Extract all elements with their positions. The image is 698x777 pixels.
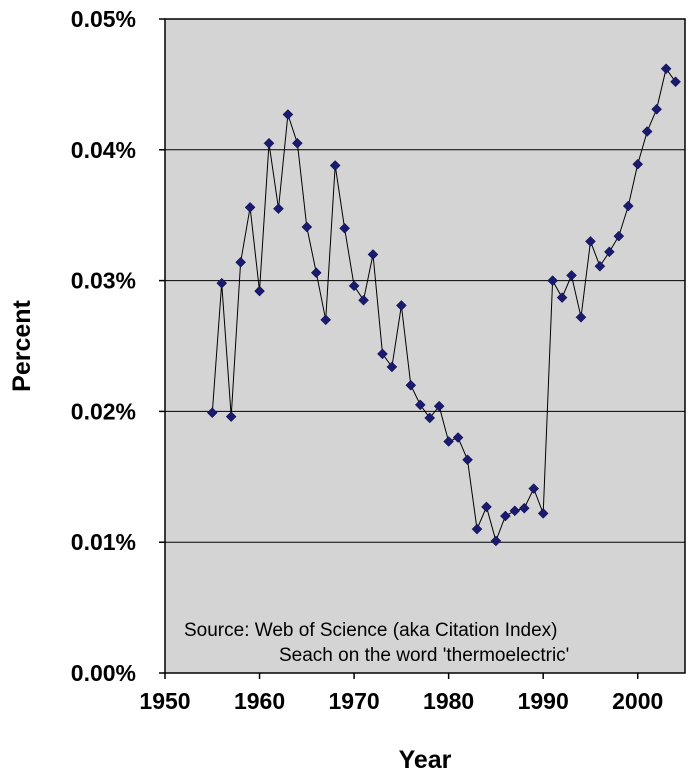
- x-tick-label: 1950: [139, 688, 190, 714]
- data-point: [396, 300, 407, 311]
- data-point: [329, 160, 341, 171]
- data-point: [263, 137, 275, 149]
- data-point: [490, 535, 502, 547]
- data-point: [575, 311, 587, 323]
- data-point: [500, 510, 511, 522]
- data-point: [537, 508, 549, 519]
- data-point: [414, 399, 426, 411]
- data-point: [452, 432, 464, 443]
- data-point: [556, 292, 568, 303]
- data-point: [367, 249, 379, 260]
- data-point: [216, 277, 228, 289]
- data-point: [348, 280, 360, 292]
- data-point: [310, 267, 322, 279]
- data-point: [273, 203, 284, 215]
- annotation-line-1: Source: Web of Science (aka Citation Ind…: [184, 620, 558, 641]
- series-markers: [206, 63, 681, 547]
- data-point: [225, 411, 237, 422]
- y-tick-label: 0.04%: [71, 137, 136, 163]
- data-point: [339, 222, 350, 234]
- data-point: [632, 158, 644, 170]
- data-point: [358, 294, 369, 306]
- data-point: [528, 483, 540, 494]
- data-point: [566, 270, 577, 281]
- data-point: [651, 103, 662, 115]
- data-point: [585, 236, 596, 247]
- data-point: [509, 505, 521, 517]
- data-point: [433, 400, 445, 412]
- x-tick-label: 1980: [423, 688, 474, 714]
- y-tick-label: 0.02%: [71, 398, 136, 424]
- series-line: [211, 67, 676, 543]
- data-point: [670, 76, 681, 88]
- data-point: [405, 379, 417, 391]
- data-point: [254, 285, 265, 297]
- data-point: [641, 126, 653, 137]
- y-tick-label: 0.05%: [71, 6, 136, 32]
- data-point: [594, 260, 606, 272]
- x-tick-label: 1960: [234, 688, 285, 714]
- x-tick-label: 2000: [612, 688, 663, 714]
- data-point: [613, 230, 625, 242]
- data-point: [377, 348, 388, 360]
- data-point: [282, 109, 294, 120]
- data-point: [320, 314, 332, 326]
- data-point: [481, 501, 492, 513]
- data-point: [518, 502, 530, 514]
- y-axis-ticks: 0.00% 0.01% 0.02% 0.03% 0.04% 0.05%: [71, 6, 165, 686]
- data-point: [301, 221, 313, 233]
- x-axis-ticks: 1950 1960 1970 1980 1990 2000: [139, 673, 663, 714]
- data-point: [462, 454, 473, 466]
- y-tick-label: 0.00%: [71, 660, 136, 686]
- y-axis-title: Percent: [8, 299, 36, 391]
- y-tick-label: 0.03%: [71, 268, 136, 294]
- x-tick-label: 1970: [329, 688, 380, 714]
- x-tick-label: 1990: [518, 688, 569, 714]
- x-axis-title: Year: [399, 746, 452, 774]
- gridlines: [165, 149, 685, 543]
- data-point: [547, 275, 558, 286]
- data-point: [244, 201, 256, 213]
- data-point: [424, 412, 436, 424]
- data-point: [443, 436, 454, 447]
- data-point: [235, 256, 246, 268]
- plot-area: [164, 18, 686, 674]
- y-tick-label: 0.01%: [71, 529, 136, 555]
- data-point: [471, 523, 483, 535]
- data-point: [622, 200, 634, 212]
- data-point: [292, 137, 303, 149]
- data-point: [386, 361, 398, 373]
- annotation-line-2: Seach on the word 'thermoelectric': [279, 645, 569, 666]
- data-point: [604, 246, 615, 258]
- data-point: [206, 407, 218, 419]
- data-point: [660, 63, 672, 75]
